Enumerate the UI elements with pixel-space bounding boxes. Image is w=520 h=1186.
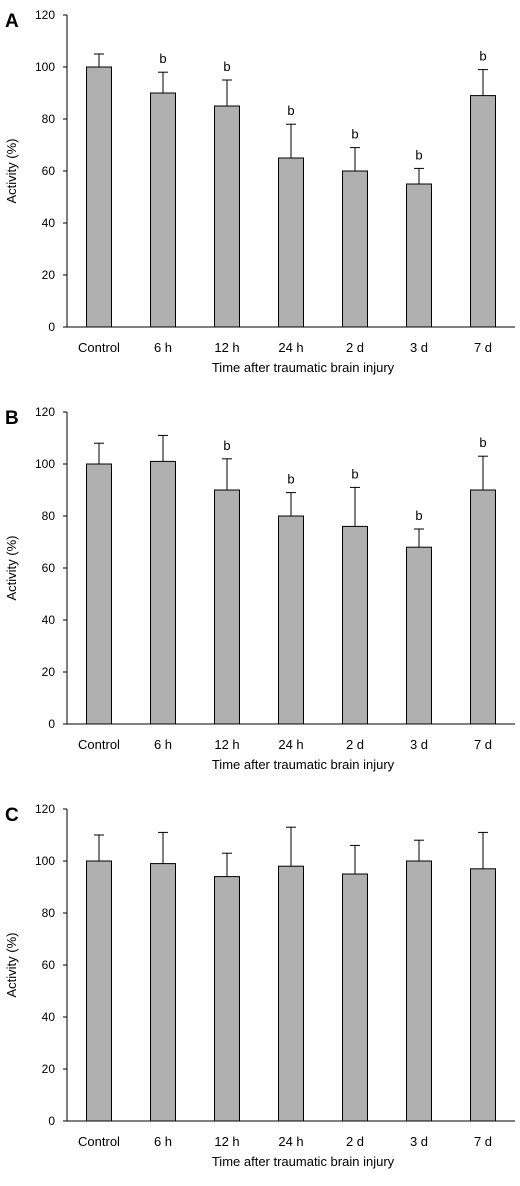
y-tick-label: 0 [48,320,55,334]
significance-mark: b [351,466,358,481]
x-tick-label: 3 d [410,737,428,752]
x-tick-label: 6 h [154,340,172,355]
x-axis-label: Time after traumatic brain injury [212,360,395,375]
bar-chart-c: C 0 20 40 60 80 100 120 Activity (%) Control 6 h 12… [4,802,515,1169]
y-tick-label: 20 [42,268,56,282]
y-tick-label: 100 [35,60,55,74]
x-tick-label: Control [78,340,120,355]
x-tick-label: 24 h [278,737,303,752]
y-tick-label: 120 [35,802,55,816]
chart-panel-a: A 0 20 40 60 80 100 120 Activity (%) Control b 6 h b… [0,0,520,392]
bar [86,463,112,725]
x-axis-label: Time after traumatic brain injury [212,1154,395,1169]
x-axis-label: Time after traumatic brain injury [212,757,395,772]
bar [406,546,432,725]
bar [86,66,112,328]
panel-label: C [5,805,19,826]
y-tick-label: 60 [42,164,56,178]
bar [470,489,496,725]
bar [470,95,496,328]
bar [342,525,368,725]
x-tick-label: 24 h [278,1134,303,1149]
significance-mark: b [479,435,486,450]
bar [342,170,368,328]
y-tick-label: 0 [48,717,55,731]
bar [214,105,240,328]
y-tick-label: 120 [35,405,55,419]
x-tick-label: 6 h [154,737,172,752]
y-tick-label: 80 [42,906,56,920]
y-tick-label: 60 [42,958,56,972]
y-tick-label: 40 [42,216,56,230]
significance-mark: b [479,49,486,64]
x-tick-label: 12 h [214,340,239,355]
bar [470,868,496,1122]
x-tick-label: 2 d [346,737,364,752]
bar-chart-b: B 0 20 40 60 80 100 120 Activity (%) Control 6 h b 1… [4,405,515,772]
y-tick-label: 0 [48,1114,55,1128]
y-tick-label: 20 [42,1062,56,1076]
bar [278,515,304,725]
significance-mark: b [159,51,166,66]
significance-mark: b [287,103,294,118]
y-tick-label: 20 [42,665,56,679]
y-axis-label: Activity (%) [4,139,19,204]
x-tick-label: 12 h [214,737,239,752]
x-tick-label: 2 d [346,340,364,355]
panel-label: B [5,408,19,429]
bar-chart-a: A 0 20 40 60 80 100 120 Activity (%) Control b 6 h b… [4,8,515,375]
bar [342,873,368,1122]
bar [278,865,304,1122]
x-tick-label: 3 d [410,340,428,355]
chart-panel-b: B 0 20 40 60 80 100 120 Activity (%) Control 6 h b 1… [0,397,520,789]
chart-panel-c: C 0 20 40 60 80 100 120 Activity (%) Control 6 h 12… [0,794,520,1186]
x-tick-label: 7 d [474,340,492,355]
bar [406,860,432,1122]
significance-mark: b [415,147,422,162]
bar [214,876,240,1122]
x-tick-label: 7 d [474,1134,492,1149]
panel-label: A [5,11,19,32]
x-tick-label: 2 d [346,1134,364,1149]
y-tick-label: 60 [42,561,56,575]
y-tick-label: 120 [35,8,55,22]
y-tick-label: 100 [35,854,55,868]
bar [86,860,112,1122]
x-tick-label: 6 h [154,1134,172,1149]
bar [278,157,304,328]
y-axis-label: Activity (%) [4,536,19,601]
significance-mark: b [415,508,422,523]
x-tick-label: 24 h [278,340,303,355]
bar [150,460,176,725]
y-tick-label: 40 [42,1010,56,1024]
significance-mark: b [287,472,294,487]
x-tick-label: 12 h [214,1134,239,1149]
y-tick-label: 100 [35,457,55,471]
y-tick-label: 80 [42,112,56,126]
x-tick-label: Control [78,737,120,752]
significance-mark: b [223,438,230,453]
bar [214,489,240,725]
significance-mark: b [223,59,230,74]
bar [406,183,432,328]
bar [150,863,176,1122]
y-axis-label: Activity (%) [4,933,19,998]
x-tick-label: Control [78,1134,120,1149]
x-tick-label: 7 d [474,737,492,752]
significance-mark: b [351,127,358,142]
y-tick-label: 40 [42,613,56,627]
bar [150,92,176,328]
y-tick-label: 80 [42,509,56,523]
x-tick-label: 3 d [410,1134,428,1149]
